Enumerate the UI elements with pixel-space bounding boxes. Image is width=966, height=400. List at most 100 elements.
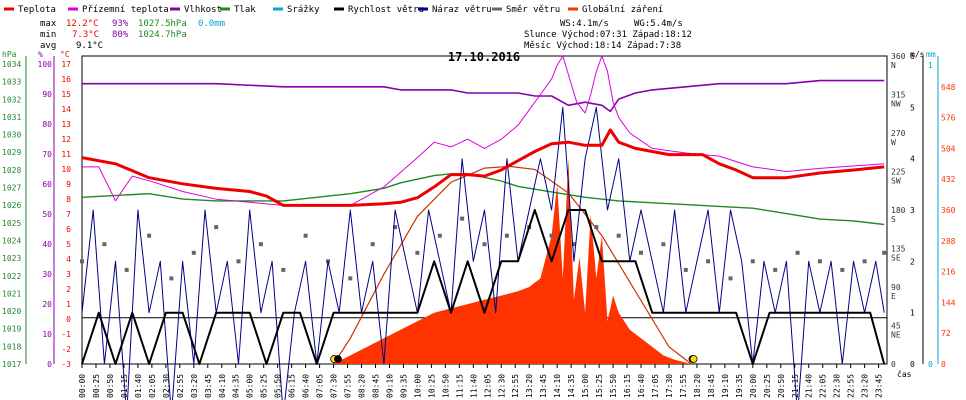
celsius-tick-label: -3 bbox=[61, 360, 71, 369]
ms-tick-label: 5 bbox=[910, 103, 915, 112]
wind-direction-point bbox=[817, 259, 822, 264]
x-tick-label: 03:20 bbox=[190, 374, 199, 398]
celsius-tick-label: 9 bbox=[66, 180, 71, 189]
hpa-tick-label: 1022 bbox=[2, 272, 21, 281]
x-tick-label: 03:45 bbox=[204, 374, 213, 398]
wind-direction-point bbox=[728, 276, 733, 281]
direction-tick-letter: NE bbox=[891, 331, 901, 340]
stat-avg-label: avg bbox=[40, 41, 56, 51]
celsius-tick-label: 12 bbox=[61, 135, 71, 144]
ms-tick-label: 3 bbox=[910, 206, 915, 215]
x-tick-label: 10:25 bbox=[427, 374, 436, 398]
temperature-line bbox=[81, 128, 885, 207]
celsius-tick-label: 4 bbox=[66, 255, 71, 264]
celsius-tick-label: 16 bbox=[61, 75, 71, 84]
x-tick-label: 05:00 bbox=[246, 374, 255, 398]
hpa-tick-label: 1021 bbox=[2, 289, 21, 298]
celsius-tick-label: 6 bbox=[66, 225, 71, 234]
wind-direction-point bbox=[80, 259, 84, 264]
hpa-tick-label: 1017 bbox=[2, 360, 21, 369]
direction-tick-letter: S bbox=[891, 215, 896, 224]
direction-tick-letter: W bbox=[891, 138, 896, 147]
ms-tick-label: 6 bbox=[910, 52, 915, 61]
celsius-tick-label: 8 bbox=[66, 195, 71, 204]
hpa-tick-label: 1031 bbox=[2, 113, 21, 122]
x-axis: 00:00 00:25 00:50 01:15 01:40 02:05 02:30 02:55… bbox=[78, 364, 884, 398]
x-tick-label: 05:25 bbox=[260, 374, 269, 398]
wind-direction-point bbox=[862, 259, 867, 264]
moonrise-icon bbox=[689, 355, 698, 363]
wind-direction-point bbox=[370, 242, 375, 247]
percent-tick-label: 90 bbox=[42, 90, 52, 99]
wind-direction-point bbox=[236, 259, 241, 264]
celsius-tick-label: 17 bbox=[61, 60, 71, 69]
x-tick-label: 00:00 bbox=[78, 374, 87, 398]
wind-direction-point bbox=[661, 242, 666, 247]
celsius-axis-title: °C bbox=[60, 50, 70, 59]
x-tick-label: 11:40 bbox=[469, 374, 478, 398]
wind-direction-point bbox=[124, 267, 129, 272]
x-tick-label: 00:50 bbox=[106, 374, 115, 398]
direction-tick-label: 0 bbox=[891, 360, 896, 369]
direction-tick-label: 225 bbox=[891, 168, 906, 177]
hpa-tick-label: 1033 bbox=[2, 78, 21, 87]
x-tick-label: 17:55 bbox=[679, 374, 688, 398]
chart-legend: Teplota Přízemní teplota Vlhkost Tlak Srážky… bbox=[4, 5, 663, 15]
celsius-tick-label: 7 bbox=[66, 210, 71, 219]
percent-tick-label: 100 bbox=[38, 60, 53, 69]
x-tick-label: 15:50 bbox=[609, 374, 618, 398]
x-tick-label: 09:35 bbox=[399, 374, 408, 398]
wind-direction-point bbox=[348, 276, 353, 281]
celsius-tick-label: 0 bbox=[66, 315, 71, 324]
celsius-tick-label: 13 bbox=[61, 120, 71, 129]
percent-tick-label: 40 bbox=[42, 240, 52, 249]
x-tick-label: 01:15 bbox=[120, 374, 129, 398]
x-tick-label: 19:35 bbox=[735, 374, 744, 398]
direction-tick-letter: E bbox=[891, 292, 896, 301]
x-tick-label: 15:25 bbox=[595, 374, 604, 398]
percent-axis-title: % bbox=[38, 50, 43, 59]
x-tick-label: 17:30 bbox=[665, 374, 674, 398]
hpa-tick-label: 1024 bbox=[2, 236, 21, 245]
direction-tick-label: 90 bbox=[891, 283, 901, 292]
wind-direction-series bbox=[80, 216, 887, 281]
x-tick-label: 12:05 bbox=[483, 374, 492, 398]
radiation-tick-label: 432 bbox=[941, 175, 956, 184]
ms-axis-title: m/s bbox=[910, 50, 925, 59]
x-tick-label: 22:05 bbox=[819, 374, 828, 398]
celsius-tick-label: 14 bbox=[61, 105, 71, 114]
celsius-tick-label: 2 bbox=[66, 285, 71, 294]
x-tick-label: 16:15 bbox=[623, 374, 632, 398]
sun-markers bbox=[330, 355, 698, 363]
x-tick-label: 06:40 bbox=[302, 374, 311, 398]
percent-tick-label: 30 bbox=[42, 270, 52, 279]
direction-tick-label: 360 bbox=[891, 52, 906, 61]
x-tick-label: 08:20 bbox=[358, 374, 367, 398]
x-tick-label: 00:25 bbox=[92, 374, 101, 398]
x-axis-label: čas bbox=[897, 369, 912, 379]
x-tick-label: 16:40 bbox=[637, 374, 646, 398]
radiation-tick-label: 360 bbox=[941, 206, 956, 215]
x-tick-label: 20:00 bbox=[749, 374, 758, 398]
x-tick-label: 07:55 bbox=[344, 374, 353, 398]
percent-tick-label: 20 bbox=[42, 300, 52, 309]
x-tick-label: 15:00 bbox=[581, 374, 590, 398]
wind-direction-point bbox=[840, 267, 845, 272]
celsius-tick-label: 11 bbox=[61, 150, 71, 159]
direction-tick-label: 315 bbox=[891, 91, 906, 100]
hpa-tick-label: 1028 bbox=[2, 166, 21, 175]
percent-tick-label: 0 bbox=[47, 360, 52, 369]
wind-direction-point bbox=[303, 233, 308, 238]
wind-direction-point bbox=[482, 242, 487, 247]
stat-wind-gust: WG:5.4m/s bbox=[634, 19, 683, 29]
x-tick-label: 23:20 bbox=[861, 374, 870, 398]
celsius-tick-label: -1 bbox=[61, 330, 71, 339]
x-tick-label: 11:15 bbox=[455, 374, 464, 398]
x-tick-label: 02:30 bbox=[162, 374, 171, 398]
x-tick-label: 02:05 bbox=[148, 374, 157, 398]
wind-direction-point bbox=[102, 242, 107, 247]
wind-direction-point bbox=[549, 233, 554, 238]
direction-tick-label: 135 bbox=[891, 245, 906, 254]
radiation-tick-label: 216 bbox=[941, 268, 956, 277]
